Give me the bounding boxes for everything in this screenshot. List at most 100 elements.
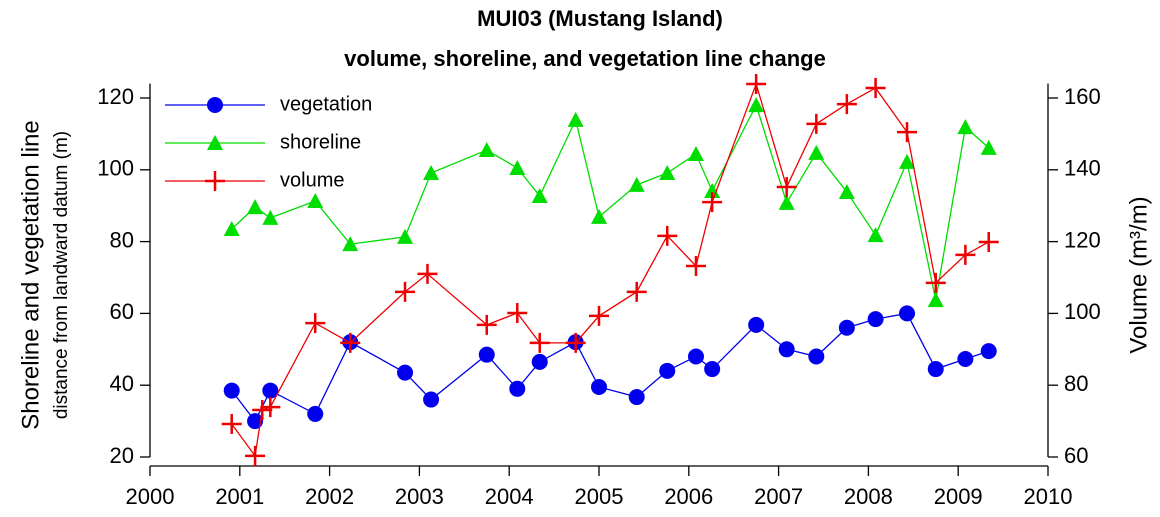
point: [223, 221, 240, 237]
point: [247, 199, 264, 215]
point: [509, 160, 526, 176]
point: [252, 399, 273, 420]
x-tick-label: 2003: [395, 484, 444, 509]
point: [591, 378, 607, 395]
point: [980, 343, 997, 360]
point: [980, 139, 997, 155]
point: [478, 346, 495, 363]
point: [628, 389, 645, 406]
x-tick-label: 2008: [844, 484, 893, 509]
point: [260, 397, 281, 418]
point: [838, 184, 855, 200]
series-line: [231, 81, 990, 458]
point: [978, 231, 999, 252]
point: [687, 348, 704, 365]
point: [927, 292, 944, 308]
point: [748, 316, 765, 333]
point: [838, 319, 855, 336]
point: [746, 73, 767, 94]
point: [478, 142, 495, 158]
y2-tick-label: 140: [1064, 156, 1101, 181]
point: [925, 272, 946, 293]
point: [340, 332, 361, 353]
legend-label: volume: [280, 169, 344, 191]
y-tick-label: 120: [97, 84, 134, 109]
point: [657, 225, 678, 246]
point: [776, 177, 797, 198]
x-tick-label: 2004: [485, 484, 534, 509]
x-tick-label: 2007: [754, 484, 803, 509]
point: [423, 165, 440, 181]
point: [702, 192, 723, 213]
point: [704, 361, 721, 378]
point: [957, 119, 974, 135]
x-tick-label: 2010: [1024, 484, 1073, 509]
x-tick-label: 2000: [126, 484, 175, 509]
point: [395, 281, 416, 302]
point: [423, 391, 440, 408]
y-tick-label: 60: [110, 299, 134, 324]
legend-label: vegetation: [280, 93, 372, 115]
legend-marker: [207, 135, 223, 150]
chart-title: MUI03 (Mustang Island): [477, 6, 723, 31]
point: [342, 236, 359, 252]
x-tick-label: 2005: [575, 484, 624, 509]
y2-tick-label: 160: [1064, 84, 1101, 109]
point: [507, 303, 528, 324]
x-tick-label: 2006: [664, 484, 713, 509]
point: [529, 332, 550, 353]
point: [778, 194, 795, 210]
y-tick-label: 40: [110, 371, 134, 396]
point: [748, 97, 765, 113]
y2-tick-label: 100: [1064, 299, 1101, 324]
point: [531, 353, 548, 370]
point: [808, 348, 825, 365]
y-axis-label: Shoreline and vegetation line: [17, 120, 44, 430]
point: [591, 208, 607, 224]
y2-tick-label: 60: [1064, 443, 1088, 468]
y-tick-label: 100: [97, 156, 134, 181]
y-axis-sublabel: distance from landward datum (m): [51, 131, 72, 419]
point: [247, 413, 264, 430]
legend-label: shoreline: [280, 131, 361, 153]
point: [685, 256, 706, 277]
point: [808, 144, 825, 160]
point: [659, 362, 676, 379]
x-tick-label: 2009: [934, 484, 983, 509]
point: [778, 341, 795, 358]
point: [687, 146, 704, 162]
point: [476, 314, 497, 335]
point: [509, 380, 526, 397]
point: [628, 176, 645, 192]
x-tick-label: 2001: [215, 484, 264, 509]
y-tick-label: 80: [110, 227, 134, 252]
point: [589, 305, 609, 326]
point: [565, 332, 586, 353]
point: [955, 244, 976, 265]
point: [626, 281, 647, 302]
point: [417, 263, 438, 284]
series-line: [231, 312, 989, 423]
legend-marker: [205, 171, 225, 191]
y-tick-label: 20: [110, 443, 134, 468]
point: [899, 153, 916, 169]
point: [262, 382, 279, 399]
point: [704, 182, 721, 198]
y2-tick-label: 80: [1064, 371, 1088, 396]
point: [836, 94, 857, 115]
point: [223, 382, 240, 399]
point: [865, 77, 886, 98]
chart-subtitle: volume, shoreline, and vegetation line c…: [344, 46, 826, 71]
x-tick-label: 2002: [305, 484, 354, 509]
y2-axis-label: Volume (m³/m): [1125, 196, 1152, 353]
point: [867, 227, 884, 243]
point: [305, 313, 326, 334]
point: [567, 111, 584, 127]
point: [806, 113, 827, 134]
y2-tick-label: 120: [1064, 227, 1101, 252]
point: [531, 188, 548, 204]
legend-marker: [207, 97, 223, 113]
point: [899, 305, 916, 322]
point: [245, 445, 266, 466]
point: [262, 209, 279, 225]
